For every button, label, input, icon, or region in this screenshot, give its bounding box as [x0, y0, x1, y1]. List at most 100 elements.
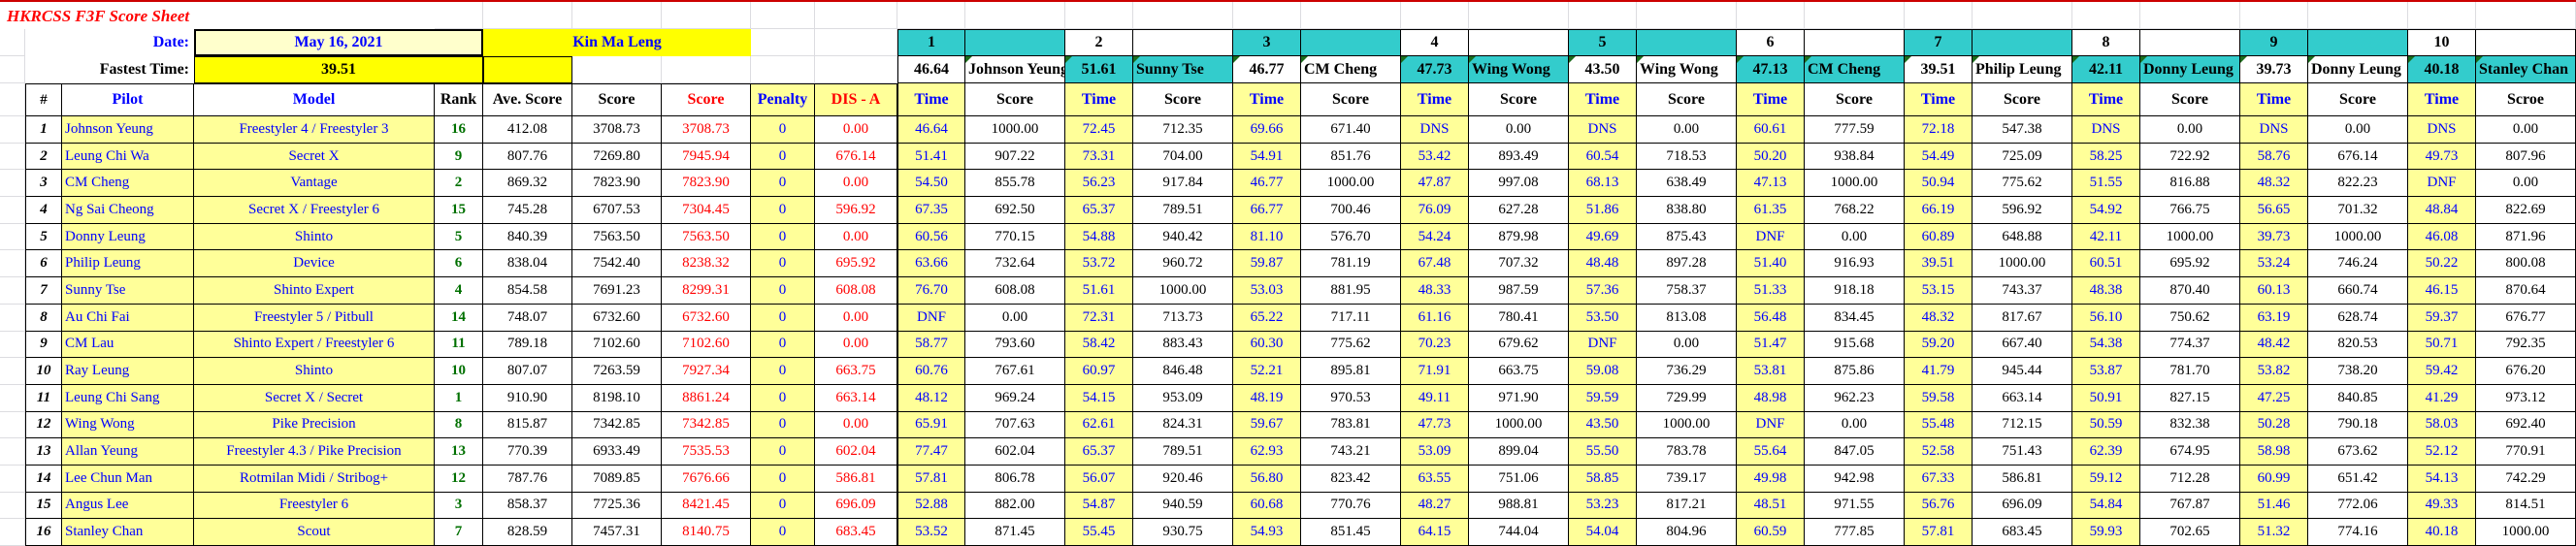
row2-time-rd9[interactable]: 58.76 — [2240, 143, 2308, 171]
row2-score-rd7[interactable]: 725.09 — [1973, 143, 2072, 171]
row5-model[interactable]: Shinto — [194, 223, 435, 251]
row10-time-rd9[interactable]: 53.82 — [2240, 358, 2308, 385]
row9-time-rd4[interactable]: 70.23 — [1401, 331, 1469, 359]
row16-score-rd4[interactable]: 744.04 — [1469, 519, 1569, 546]
row15-score-rd10[interactable]: 814.51 — [2476, 492, 2576, 520]
row7-time-rd2[interactable]: 51.61 — [1065, 277, 1133, 305]
row10-score-red[interactable]: 7927.34 — [662, 358, 751, 385]
round-fastest-pilot-10[interactable]: Stanley Chan — [2476, 56, 2576, 83]
row3-score-rd4[interactable]: 997.08 — [1469, 170, 1569, 198]
row15-score-rd5[interactable]: 817.21 — [1637, 492, 1737, 520]
row6-num[interactable]: 6 — [25, 250, 62, 278]
row10-model[interactable]: Shinto — [194, 358, 435, 385]
row14-score-rd6[interactable]: 942.98 — [1805, 465, 1905, 493]
round-fastest-pilot-1[interactable]: Johnson Yeung — [965, 56, 1065, 83]
row15-score-rd8[interactable]: 767.87 — [2140, 492, 2240, 520]
round-fastest-time-4[interactable]: 47.73 — [1401, 56, 1469, 83]
row7-time-rd7[interactable]: 53.15 — [1905, 277, 1973, 305]
row7-time-rd5[interactable]: 57.36 — [1569, 277, 1637, 305]
row2-time-rd2[interactable]: 73.31 — [1065, 143, 1133, 171]
row8-time-rd5[interactable]: 53.50 — [1569, 304, 1637, 332]
row8-time-rd2[interactable]: 72.31 — [1065, 304, 1133, 332]
row2-ave-score[interactable]: 807.76 — [483, 143, 572, 171]
row11-ave-score[interactable]: 910.90 — [483, 384, 572, 412]
row15-score-rd4[interactable]: 988.81 — [1469, 492, 1569, 520]
row16-time-rd8[interactable]: 59.93 — [2072, 519, 2140, 546]
row4-time-rd5[interactable]: 51.86 — [1569, 197, 1637, 224]
col-header-score-10[interactable]: Scroe — [2476, 83, 2576, 116]
row8-score-rd6[interactable]: 834.45 — [1805, 304, 1905, 332]
row13-time-rd2[interactable]: 65.37 — [1065, 438, 1133, 466]
col-header-time-5[interactable]: Time — [1569, 83, 1637, 116]
row6-time-rd9[interactable]: 53.24 — [2240, 250, 2308, 278]
row11-score-rd4[interactable]: 971.90 — [1469, 384, 1569, 412]
row8-time-rd8[interactable]: 56.10 — [2072, 304, 2140, 332]
row2-score-rd9[interactable]: 676.14 — [2308, 143, 2408, 171]
round-fastest-time-9[interactable]: 39.73 — [2240, 56, 2308, 83]
row10-rank[interactable]: 10 — [435, 358, 483, 385]
row2-score-rd5[interactable]: 718.53 — [1637, 143, 1737, 171]
col-header-pilot[interactable]: Pilot — [62, 83, 194, 116]
row8-time-rd4[interactable]: 61.16 — [1401, 304, 1469, 332]
col-header-rank[interactable]: Rank — [435, 83, 483, 116]
row10-score[interactable]: 7263.59 — [572, 358, 662, 385]
row9-score-rd1[interactable]: 793.60 — [965, 331, 1065, 359]
row8-time-rd1[interactable]: DNF — [897, 304, 965, 332]
row4-time-rd8[interactable]: 54.92 — [2072, 197, 2140, 224]
row9-penalty[interactable]: 0 — [751, 331, 815, 359]
row5-time-rd2[interactable]: 54.88 — [1065, 223, 1133, 251]
row11-time-rd8[interactable]: 50.91 — [2072, 384, 2140, 412]
row3-time-rd5[interactable]: 68.13 — [1569, 170, 1637, 198]
row3-score-rd1[interactable]: 855.78 — [965, 170, 1065, 198]
row13-time-rd9[interactable]: 58.98 — [2240, 438, 2308, 466]
row3-time-rd4[interactable]: 47.87 — [1401, 170, 1469, 198]
row10-score-rd9[interactable]: 738.20 — [2308, 358, 2408, 385]
row15-num[interactable]: 15 — [25, 492, 62, 520]
row4-rank[interactable]: 15 — [435, 197, 483, 224]
row7-penalty[interactable]: 0 — [751, 277, 815, 305]
round-header-blank-2[interactable] — [1133, 29, 1233, 56]
row13-score-rd4[interactable]: 899.04 — [1469, 438, 1569, 466]
row3-time-rd10[interactable]: DNF — [2408, 170, 2476, 198]
row14-score-rd8[interactable]: 712.28 — [2140, 465, 2240, 493]
row4-score-rd6[interactable]: 768.22 — [1805, 197, 1905, 224]
row15-dis-a[interactable]: 696.09 — [815, 492, 897, 520]
row14-score-rd7[interactable]: 586.81 — [1973, 465, 2072, 493]
round-header-blank-4[interactable] — [1469, 29, 1569, 56]
row15-time-rd4[interactable]: 48.27 — [1401, 492, 1469, 520]
row13-time-rd3[interactable]: 62.93 — [1233, 438, 1301, 466]
row6-score-rd3[interactable]: 781.19 — [1301, 250, 1401, 278]
col-header-time-4[interactable]: Time — [1401, 83, 1469, 116]
row4-dis-a[interactable]: 596.92 — [815, 197, 897, 224]
round-header-2[interactable]: 2 — [1065, 29, 1133, 56]
row14-score-rd3[interactable]: 823.42 — [1301, 465, 1401, 493]
row4-model[interactable]: Secret X / Freestyler 6 — [194, 197, 435, 224]
row7-score-rd10[interactable]: 870.64 — [2476, 277, 2576, 305]
row13-score-rd7[interactable]: 751.43 — [1973, 438, 2072, 466]
row6-pilot[interactable]: Philip Leung — [62, 250, 194, 278]
row1-pilot[interactable]: Johnson Yeung — [62, 116, 194, 144]
row7-num[interactable]: 7 — [25, 277, 62, 305]
row16-score-rd9[interactable]: 774.16 — [2308, 519, 2408, 546]
row6-ave-score[interactable]: 838.04 — [483, 250, 572, 278]
row6-penalty[interactable]: 0 — [751, 250, 815, 278]
row4-score-rd9[interactable]: 701.32 — [2308, 197, 2408, 224]
round-header-blank-10[interactable] — [2476, 29, 2576, 56]
row9-time-rd9[interactable]: 48.42 — [2240, 331, 2308, 359]
row6-score-rd6[interactable]: 916.93 — [1805, 250, 1905, 278]
round-header-10[interactable]: 10 — [2408, 29, 2476, 56]
row14-time-rd6[interactable]: 49.98 — [1737, 465, 1805, 493]
round-header-4[interactable]: 4 — [1401, 29, 1469, 56]
row10-time-rd3[interactable]: 52.21 — [1233, 358, 1301, 385]
row13-dis-a[interactable]: 602.04 — [815, 438, 897, 466]
row12-score-rd2[interactable]: 824.31 — [1133, 411, 1233, 439]
row14-time-rd5[interactable]: 58.85 — [1569, 465, 1637, 493]
row9-score-rd9[interactable]: 820.53 — [2308, 331, 2408, 359]
row16-num[interactable]: 16 — [25, 519, 62, 546]
row13-time-rd7[interactable]: 52.58 — [1905, 438, 1973, 466]
row16-score-rd8[interactable]: 702.65 — [2140, 519, 2240, 546]
round-fastest-pilot-3[interactable]: CM Cheng — [1301, 56, 1401, 83]
row8-score-rd1[interactable]: 0.00 — [965, 304, 1065, 332]
row3-time-rd9[interactable]: 48.32 — [2240, 170, 2308, 198]
row14-time-rd4[interactable]: 63.55 — [1401, 465, 1469, 493]
